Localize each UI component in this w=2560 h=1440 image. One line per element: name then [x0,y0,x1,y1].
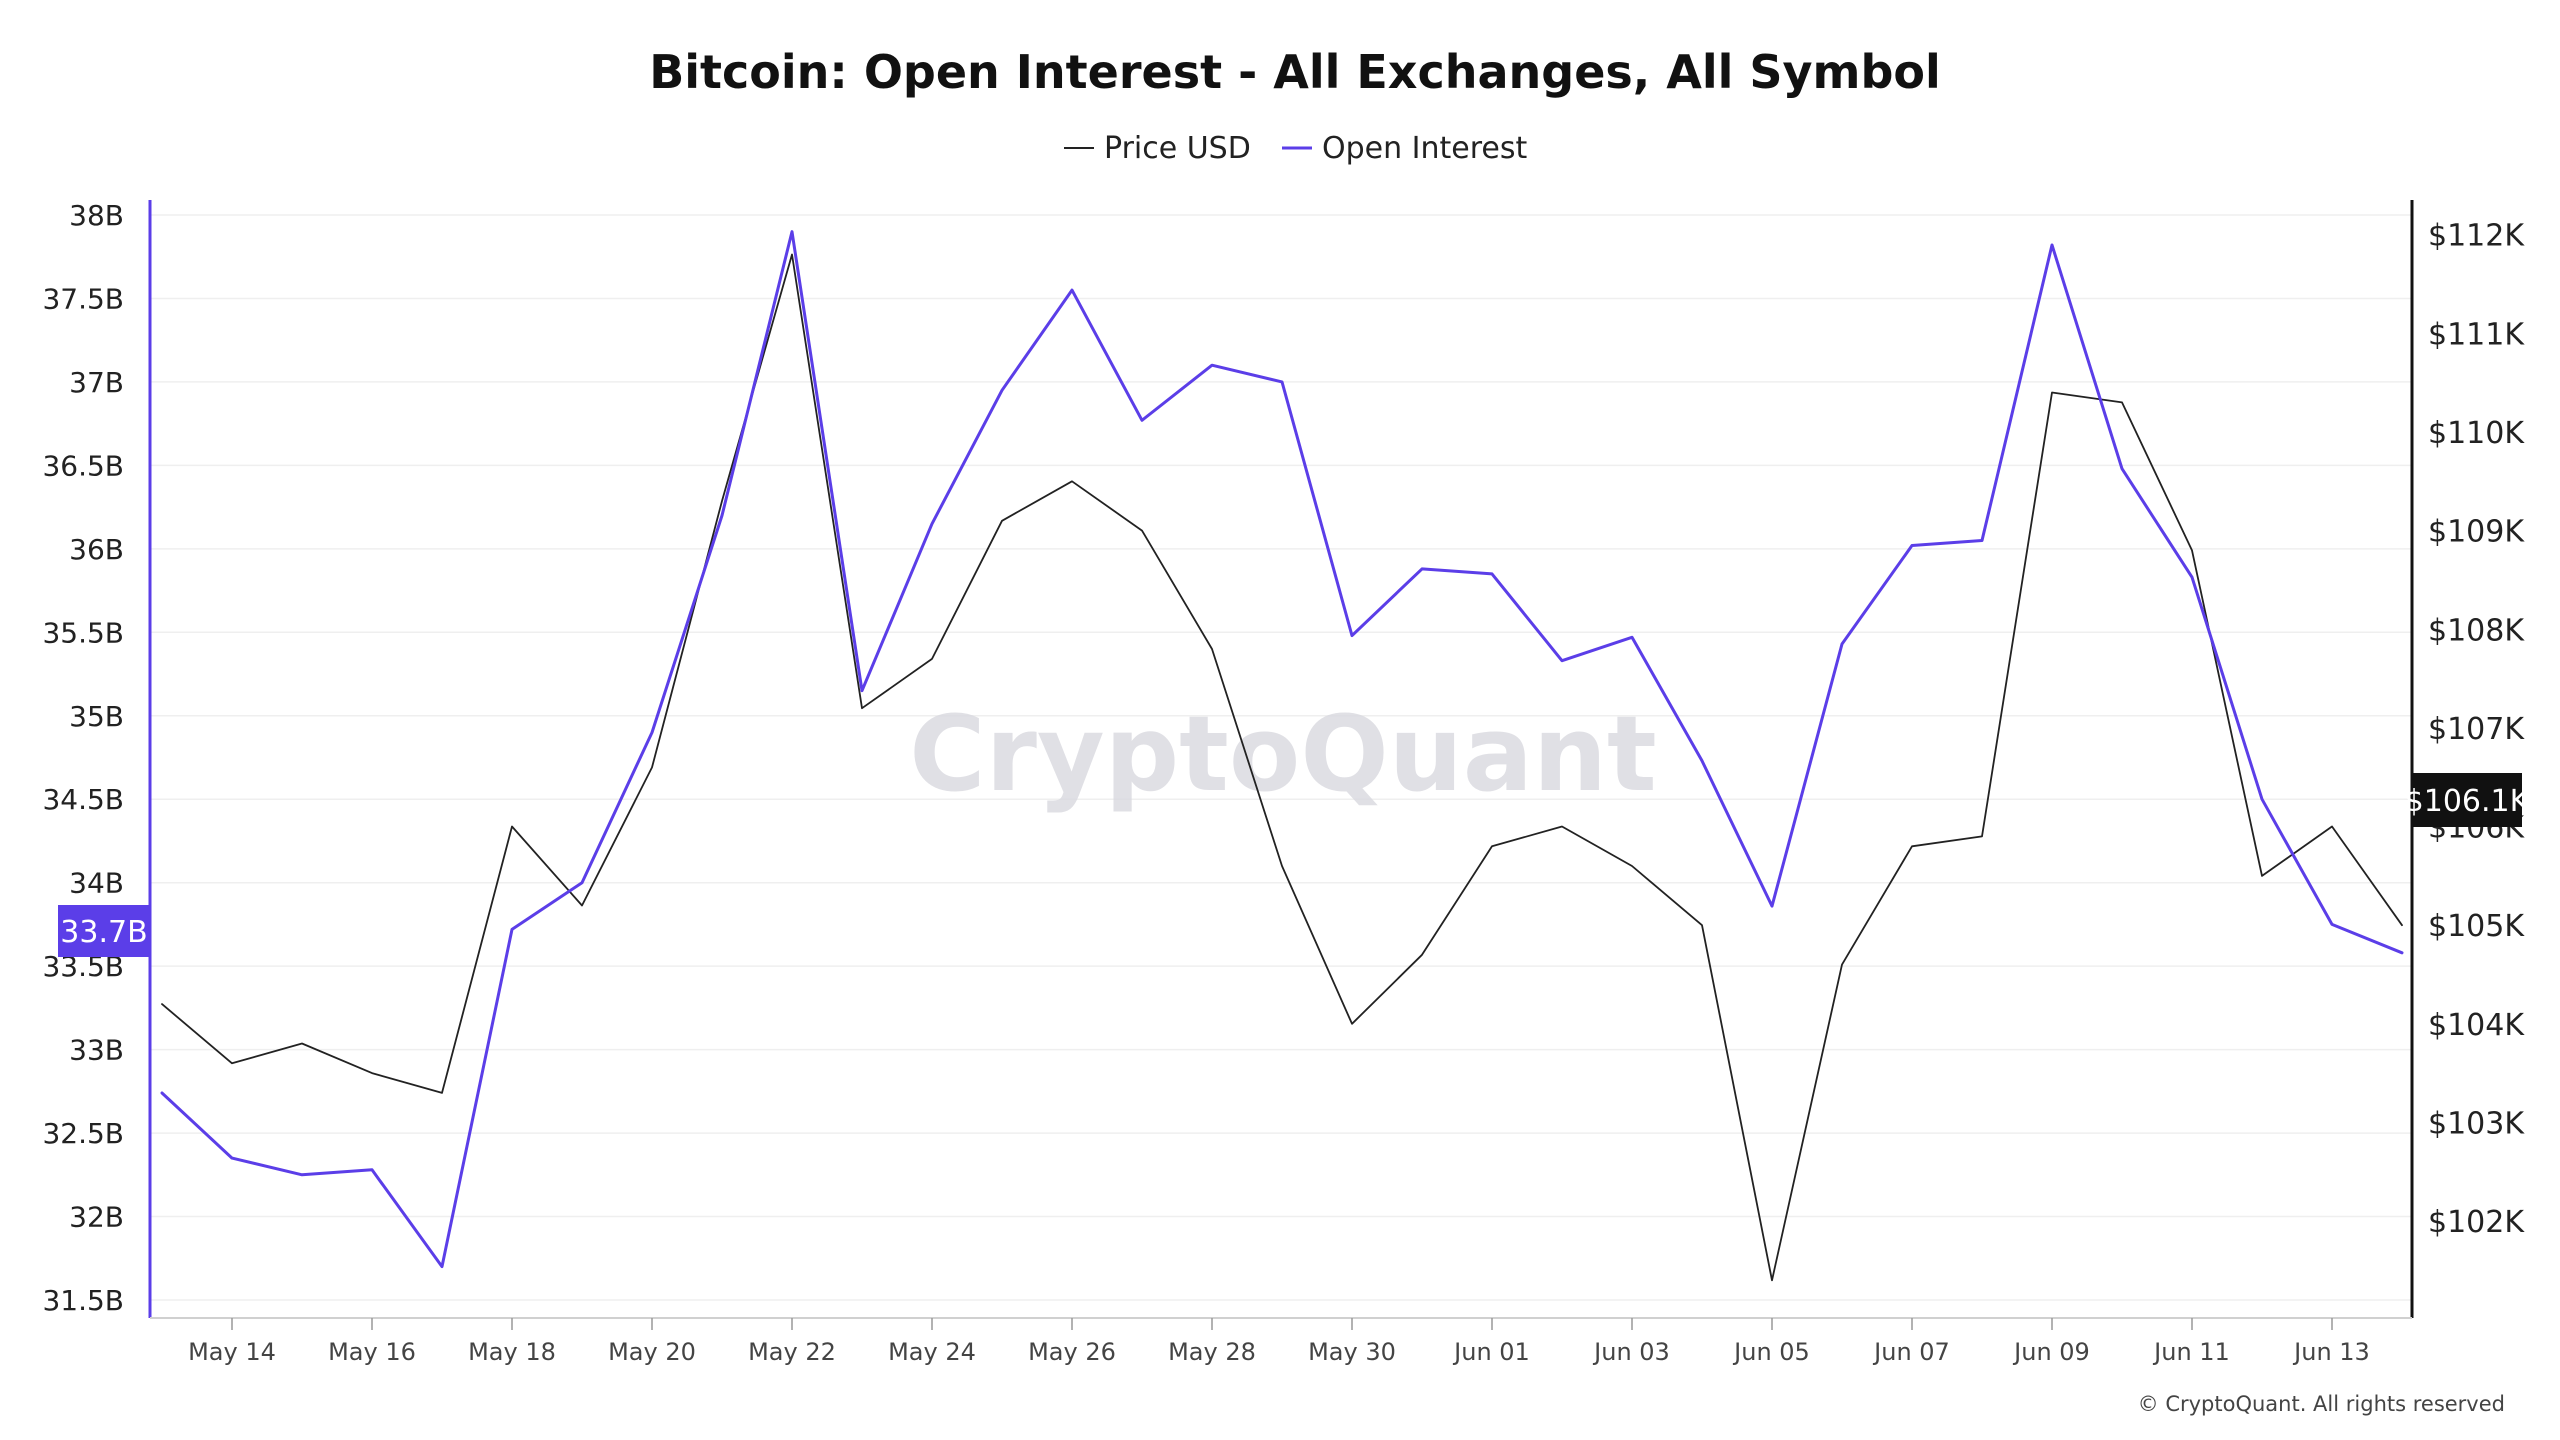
left-tick-label: 34B [69,867,124,900]
x-tick-label: Jun 05 [1732,1338,1810,1366]
legend[interactable]: Price USD Open Interest [1064,131,1528,166]
series-layer [160,230,2404,1282]
right-axis-ticks: $102K$103K$104K$105K$106K$107K$108K$109K… [2428,219,2525,1240]
left-axis-ticks: 31.5B32B32.5B33B33.5B34B34.5B35B35.5B36B… [42,199,124,1317]
right-tick-label: $103K [2428,1106,2525,1141]
left-tick-label: 35B [69,700,124,733]
right-tick-label: $109K [2428,515,2525,550]
left-tick-label: 34.5B [42,783,124,816]
x-tick-label: May 30 [1308,1338,1396,1366]
right-tick-label: $107K [2428,712,2525,747]
x-tick-label: May 14 [188,1338,276,1366]
legend-item-price[interactable]: Price USD [1064,131,1251,166]
series-line-price-usd [161,253,2403,1282]
left-tick-label: 35.5B [42,616,124,649]
right-tick-label: $110K [2428,416,2525,451]
left-tick-label: 33B [69,1034,124,1067]
x-axis-ticks: May 14 May 16 May 18 May 20 May 22 May 24 May … [188,1318,2370,1366]
left-tick-label: 37B [69,366,124,399]
x-tick-label: Jun 09 [2012,1338,2090,1366]
x-tick-label: Jun 11 [2152,1338,2230,1366]
right-current-value: $106.1K [2405,784,2531,819]
left-tick-label: 32.5B [42,1117,124,1150]
watermark: CryptoQuant [909,693,1656,815]
x-tick-label: May 28 [1168,1338,1256,1366]
left-tick-label: 36B [69,533,124,566]
right-tick-label: $102K [2428,1205,2525,1240]
x-tick-label: May 16 [328,1338,416,1366]
x-tick-label: Jun 13 [2292,1338,2370,1366]
right-current-badge-box [2412,773,2522,827]
left-tick-label: 36.5B [42,449,124,482]
copyright-notice: © CryptoQuant. All rights reserved [2138,1392,2505,1416]
left-tick-label: 31.5B [42,1284,124,1317]
right-current-badge: $106.1K [2405,773,2531,827]
legend-item-open-interest[interactable]: Open Interest [1282,131,1528,166]
legend-label-open-interest: Open Interest [1322,131,1528,166]
left-current-badge: 33.7B [58,905,150,957]
left-current-value: 33.7B [60,915,147,950]
chart-title: Bitcoin: Open Interest - All Exchanges, … [649,45,1941,99]
right-tick-label: $111K [2428,317,2525,352]
series-line-open-interest [160,230,2404,1269]
right-tick-label: $112K [2428,219,2525,254]
legend-label-price: Price USD [1104,131,1251,166]
x-tick-label: May 26 [1028,1338,1116,1366]
right-tick-label: $105K [2428,909,2525,944]
left-tick-label: 32B [69,1201,124,1234]
right-tick-label: $104K [2428,1008,2525,1043]
x-tick-label: May 24 [888,1338,976,1366]
left-tick-label: 38B [69,199,124,232]
x-tick-label: May 22 [748,1338,836,1366]
x-tick-label: Jun 03 [1592,1338,1670,1366]
x-tick-label: Jun 07 [1872,1338,1950,1366]
x-tick-label: May 18 [468,1338,556,1366]
left-tick-label: 37.5B [42,282,124,315]
x-tick-label: May 20 [608,1338,696,1366]
left-current-badge-box [58,905,150,957]
x-tick-label: Jun 01 [1452,1338,1530,1366]
right-tick-label: $108K [2428,613,2525,648]
